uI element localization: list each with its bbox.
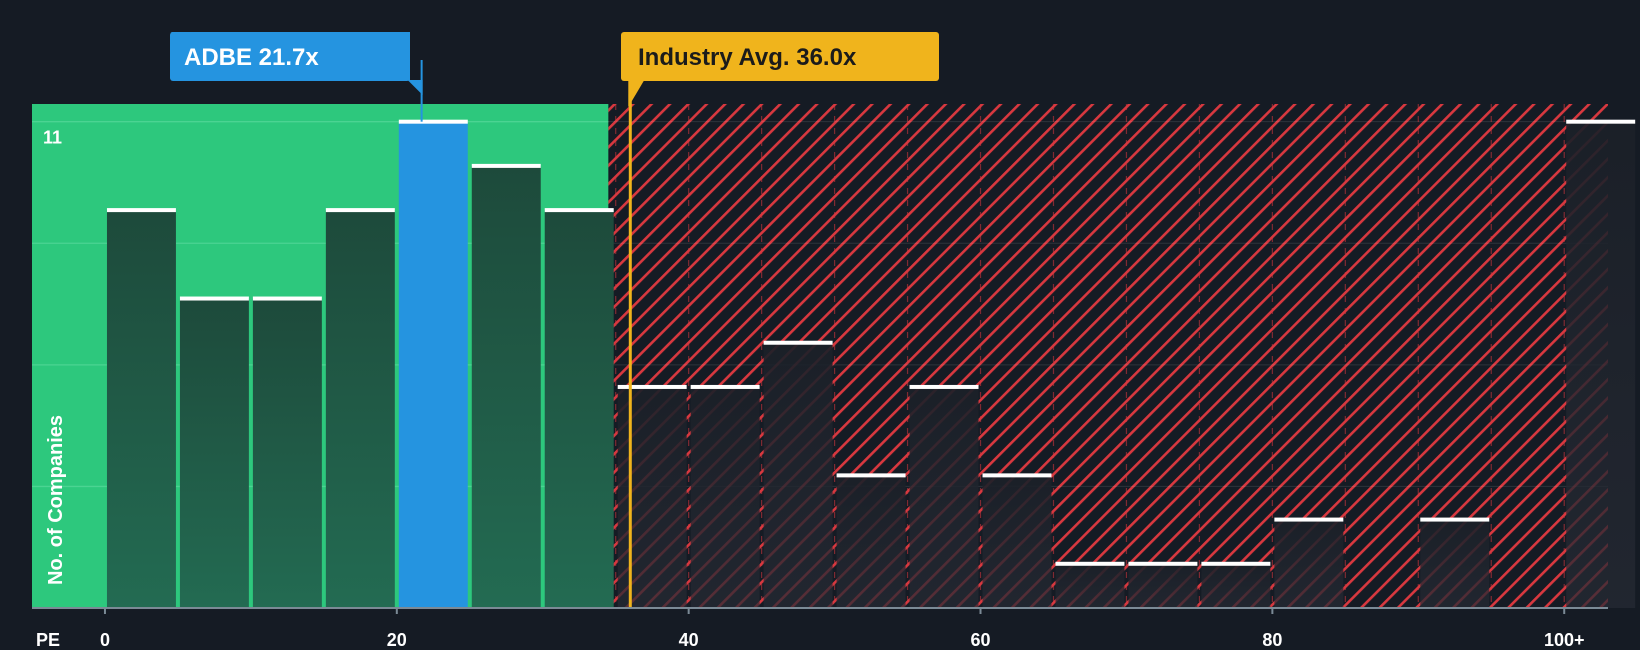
bar-25 [471,165,541,609]
industry-callout-rect [621,32,939,81]
bar-15 [325,210,395,608]
industry-callout-label: Industry Avg. 36.0x [638,44,857,71]
company-callout-rect [170,32,410,81]
x-axis-label: PE [36,630,60,650]
x-tick-label-80: 80 [1262,630,1282,650]
x-tick-label-40: 40 [679,630,699,650]
bar-100 [1566,121,1636,609]
bar-cap-25 [471,163,541,168]
bar-90 [1420,519,1490,608]
x-tick-label-20: 20 [387,630,407,650]
bar-cap-45 [763,340,833,345]
bar-cap-100 [1566,119,1636,124]
bar-cap-20 [398,119,468,124]
bar-cap-55 [909,384,979,389]
bar-cap-75 [1201,561,1271,566]
bar-40 [690,386,760,608]
industry-callout-pointer [628,80,645,107]
bar-20 [398,121,468,609]
bar-cap-40 [690,384,760,389]
bar-cap-80 [1274,517,1344,522]
bar-75 [1201,563,1271,608]
bar-cap-0 [106,208,176,213]
bar-10 [252,298,322,608]
bar-50 [836,475,906,608]
bar-45 [763,342,833,608]
y-tick-label: 11 [43,128,62,148]
x-tick-label-0: 0 [100,630,110,650]
bar-cap-90 [1420,517,1490,522]
bar-cap-60 [982,473,1052,478]
bar-cap-70 [1128,561,1198,566]
bar-5 [179,298,249,608]
company-callout-label: ADBE 21.7x [184,44,319,71]
bar-65 [1055,563,1125,608]
x-tick-label-100: 100+ [1544,630,1585,650]
x-tick-label-60: 60 [971,630,991,650]
bar-cap-35 [617,384,687,389]
company-callout-pointer [407,80,423,95]
bar-80 [1274,519,1344,608]
bar-30 [544,210,614,608]
y-axis-label: No. of Companies [45,415,67,585]
bar-cap-5 [179,296,249,301]
bar-0 [106,210,176,608]
bar-cap-10 [252,296,322,301]
bar-cap-50 [836,473,906,478]
bar-55 [909,386,979,608]
bar-cap-30 [544,208,614,213]
bar-70 [1128,563,1198,608]
bar-60 [982,475,1052,608]
bar-35 [617,386,687,608]
bar-cap-65 [1055,561,1125,566]
bar-cap-15 [325,208,395,213]
